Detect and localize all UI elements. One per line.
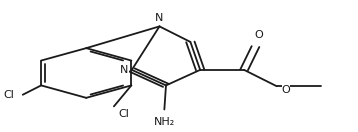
Text: Cl: Cl — [119, 109, 130, 119]
Text: O: O — [255, 30, 263, 40]
Text: N: N — [120, 65, 129, 75]
Text: N: N — [155, 13, 164, 23]
Text: Cl: Cl — [4, 90, 15, 100]
Text: NH₂: NH₂ — [154, 117, 175, 127]
Text: O: O — [281, 85, 290, 95]
